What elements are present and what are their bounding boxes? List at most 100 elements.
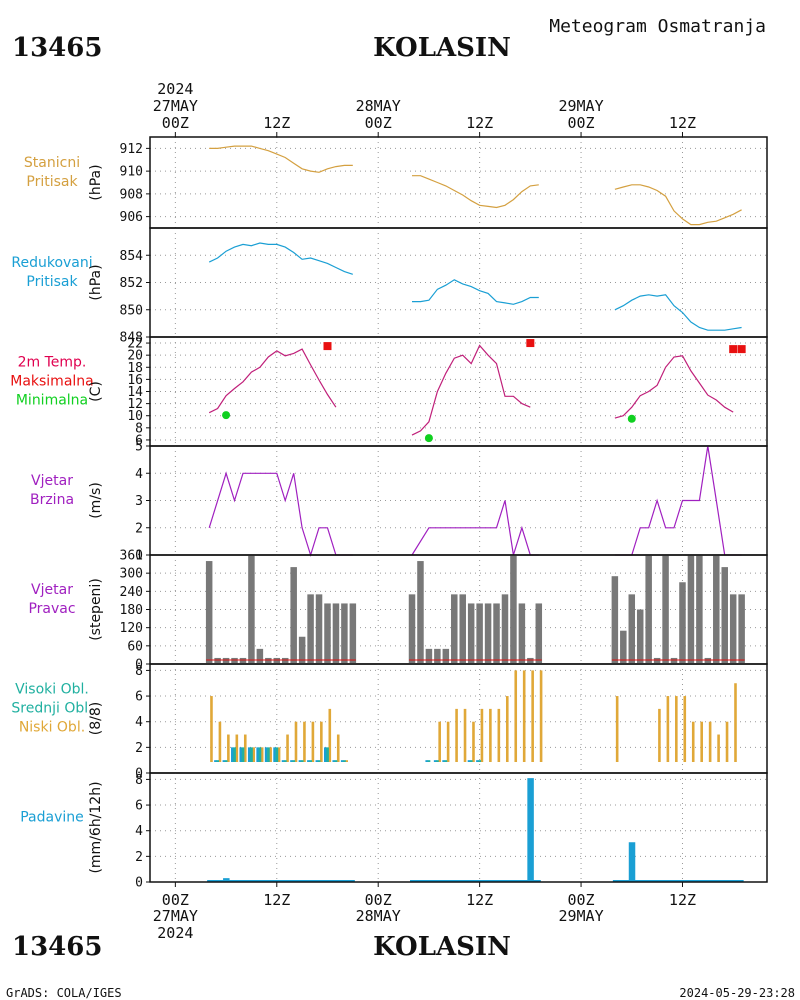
wind-direction-bar <box>315 594 323 663</box>
ylabel-precipitation: (mm/6h/12h) <box>88 781 104 873</box>
panel-frame-wind_speed <box>149 445 768 556</box>
series-line-temperature <box>208 348 337 414</box>
ytick-label: 6 <box>135 799 143 814</box>
high-cloud-bar <box>343 760 346 762</box>
ytick-label: 3 <box>135 494 143 509</box>
meteogram-subtitle: Meteogram Osmatranja <box>549 16 766 37</box>
wind-direction-bar <box>628 594 636 663</box>
low-cloud-bar <box>320 721 323 762</box>
mid-cloud-bar <box>239 747 243 762</box>
panel-label-reduced_pressure: Pritisak <box>26 274 78 290</box>
low-cloud-bar <box>734 683 737 762</box>
wind-direction-bar <box>721 567 728 663</box>
time-label-top: 00Z <box>365 114 392 132</box>
ytick-label: 2 <box>135 741 143 756</box>
wind-direction-bar <box>620 630 627 663</box>
ytick-label: 848 <box>120 331 143 346</box>
ytick-label: 912 <box>120 142 143 157</box>
ytick-label: 60 <box>127 639 143 654</box>
high-cloud-bar <box>317 760 321 762</box>
ylabel-pressure: (hPa) <box>88 164 104 200</box>
ytick-label: 850 <box>120 303 143 318</box>
tmax-marker <box>526 339 535 348</box>
low-cloud-bar <box>531 670 534 762</box>
mid-cloud-bar <box>281 760 285 762</box>
low-cloud-bar <box>497 708 501 762</box>
mid-cloud-bar <box>247 747 251 762</box>
ytick-label: 910 <box>120 165 143 180</box>
mid-cloud-bar <box>231 747 234 762</box>
ytick-label: 120 <box>120 621 143 636</box>
precip-baseline <box>612 880 744 882</box>
wind-direction-bar <box>636 609 644 663</box>
series-line-pressure <box>209 145 353 173</box>
low-cloud-bar <box>277 747 281 762</box>
mid-cloud-bar <box>214 760 217 762</box>
wind-direction-bar <box>476 603 483 663</box>
day-label-top: 29MAY <box>558 97 603 115</box>
time-label-top: 12Z <box>466 114 493 132</box>
time-label-bottom: 00Z <box>568 891 595 909</box>
high-cloud-bar <box>292 760 296 762</box>
precip-bar <box>527 778 534 882</box>
low-cloud-bar <box>243 734 247 762</box>
ytick-label: 4 <box>135 824 143 839</box>
low-cloud-bar <box>218 721 222 762</box>
ylabel-wind_direction: (stepeni) <box>88 578 104 641</box>
wind-direction-bar <box>729 594 737 663</box>
high-cloud-bar <box>216 760 220 762</box>
day-label-top: 28MAY <box>356 97 401 115</box>
wind-direction-bar <box>417 561 424 663</box>
series-line-temperature <box>411 344 531 436</box>
ytick-label: 906 <box>120 210 143 225</box>
wind-direction-bar <box>501 594 509 663</box>
ytick-label: 0 <box>135 658 143 673</box>
low-cloud-bar <box>658 708 661 762</box>
ytick-label: 6 <box>135 690 143 705</box>
ytick-label: 8 <box>135 773 143 788</box>
high-cloud-bar <box>436 760 439 762</box>
series-line-pressure <box>614 184 742 226</box>
ytick-label: 16 <box>127 373 143 388</box>
mid-cloud-bar <box>290 760 293 762</box>
wind-direction-bar <box>645 555 652 663</box>
wind-direction-bar <box>493 603 500 663</box>
wind-direction-bar <box>425 648 433 663</box>
wind-direction-bar <box>467 603 475 663</box>
wind-direction-bar <box>611 576 619 663</box>
station-id-top: 13465 <box>12 33 102 63</box>
panel-frame-precipitation <box>149 772 768 883</box>
low-cloud-bar <box>336 734 340 762</box>
precip-baseline <box>410 880 541 882</box>
panel-frame-wind_direction <box>149 554 768 665</box>
wind-direction-bar <box>298 636 306 663</box>
year-label-bottom: 2024 <box>157 924 193 942</box>
high-cloud-bar <box>224 760 228 762</box>
ytick-label: 5 <box>135 440 143 455</box>
wind-direction-bar <box>205 561 213 663</box>
high-cloud-bar <box>309 760 312 762</box>
panel-label-temperature: Maksimalna <box>10 374 94 390</box>
tmin-marker <box>627 414 636 423</box>
mid-cloud-bar <box>323 747 327 762</box>
mid-cloud-bar <box>298 760 302 762</box>
wind-direction-bar <box>408 594 416 663</box>
low-cloud-bar <box>455 708 458 762</box>
precip-bar <box>628 842 636 882</box>
wind-direction-bar <box>341 603 348 663</box>
wind-direction-bar <box>510 555 517 663</box>
panel-label-clouds: Niski Obl. <box>19 720 85 736</box>
series-line-reduced_pressure <box>614 294 742 331</box>
wind-direction-bar <box>290 567 297 663</box>
ytick-label: 10 <box>127 409 143 424</box>
wind-direction-bar <box>738 594 745 663</box>
time-label-bottom: 12Z <box>466 891 493 909</box>
precip-bar <box>223 878 230 882</box>
ytick-label: 0 <box>135 767 143 782</box>
ytick-label: 22 <box>127 337 143 352</box>
low-cloud-bar <box>260 747 264 762</box>
high-cloud-bar <box>267 747 270 762</box>
wind-direction-bar <box>434 648 441 663</box>
low-cloud-bar <box>539 670 543 762</box>
